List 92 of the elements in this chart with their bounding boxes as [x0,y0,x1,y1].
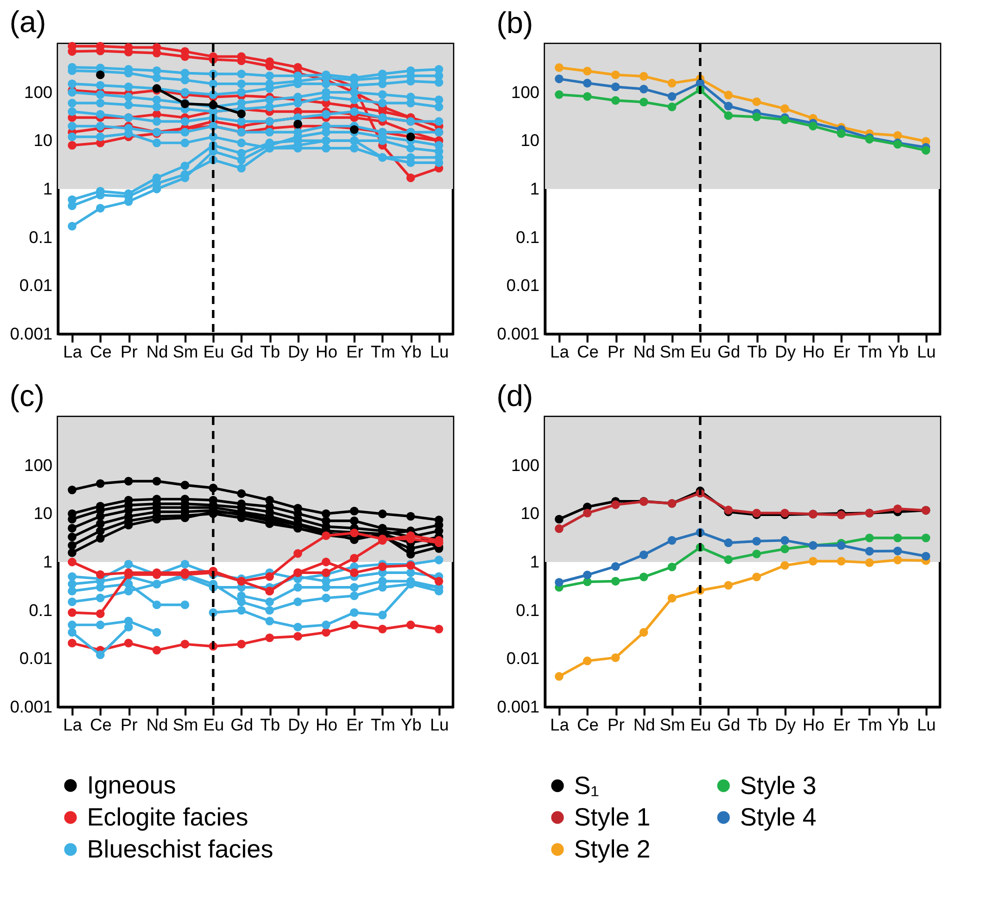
x-tick-label: Ce [90,716,112,734]
x-tick-label: Ho [802,342,824,362]
y-tick-label: 0.01 [19,276,52,296]
x-tick-label: Tm [370,342,396,362]
x-tick-label: Yb [400,716,422,734]
y-tick-label: 0.1 [516,228,540,247]
y-tick-label: 10 [34,131,52,150]
x-tick-label: Nd [146,342,168,362]
x-tick-label: Sm [660,716,686,734]
x-tick-label: Yb [888,342,909,362]
y-tick-label: 1 [43,552,52,572]
legend-label: Igneous [87,772,176,800]
legend-label: Blueschist facies [87,836,274,864]
y-tick-label: 0.1 [28,600,52,620]
y-tick-label: 1 [530,180,540,198]
x-tick-label: Gd [718,342,740,362]
x-tick-label: Nd [633,716,656,734]
y-tick-label: 0.01 [506,649,540,668]
legend-label: Style 3 [740,772,816,800]
chart-title: (c) [9,380,44,413]
legend-label: Style 4 [740,804,817,832]
x-tick-label: Eu [690,342,712,362]
x-tick-label: Ce [576,716,599,734]
y-tick-label: 0.01 [19,649,52,668]
y-tick-label: 1 [530,552,540,572]
x-tick-label: Dy [774,716,796,734]
x-tick-label: Lu [430,716,449,734]
x-tick-label: Sm [660,342,686,362]
x-tick-label: Nd [146,716,168,734]
x-tick-label: Eu [690,716,712,734]
chart-title: (a) [9,6,46,39]
x-tick-label: Tm [858,716,882,734]
legend-label: Eclogite facies [87,804,248,832]
y-tick-label: 0.1 [28,228,52,247]
x-tick-label: Yb [400,342,422,362]
x-tick-label: Tb [260,716,280,734]
x-tick-label: Er [833,342,851,362]
x-tick-label: Pr [608,342,625,362]
y-tick-label: 10 [34,504,52,524]
x-tick-label: Tb [260,342,280,362]
x-tick-label: Ho [316,716,338,734]
x-tick-label: Er [833,716,851,734]
x-tick-label: Gd [230,342,254,362]
x-tick-label: Lu [916,716,936,734]
x-tick-label: Sm [172,342,198,362]
x-tick-label: Sm [172,716,198,734]
x-tick-label: Dy [288,716,310,734]
x-tick-label: Er [346,342,364,362]
x-tick-label: Dy [774,342,796,362]
y-tick-label: 0.001 [496,698,540,716]
x-tick-label: Pr [120,342,138,362]
x-tick-label: Nd [633,342,656,362]
y-tick-label: 100 [511,82,540,102]
y-tick-label: 0.001 [10,324,52,344]
x-tick-label: Ho [316,342,338,362]
x-tick-label: Tb [747,342,768,362]
x-tick-label: La [63,716,83,734]
x-tick-label: Pr [608,716,625,734]
y-tick-label: 100 [24,456,52,475]
y-tick-label: 0.01 [506,276,540,296]
x-tick-label: La [550,716,570,734]
y-tick-label: 0.1 [516,600,540,620]
x-tick-label: La [63,342,83,362]
x-tick-label: Tm [370,716,396,734]
x-tick-label: Yb [888,716,909,734]
x-tick-label: Eu [203,716,224,734]
x-tick-label: Ce [90,342,112,362]
y-tick-label: 0.001 [10,698,52,716]
x-tick-label: Tb [747,716,768,734]
y-tick-label: 100 [24,82,52,102]
legend-label: S₁ [574,772,600,800]
x-tick-label: Gd [718,716,740,734]
x-tick-label: Eu [203,342,224,362]
y-tick-label: 1 [43,180,52,198]
x-tick-label: La [550,342,570,362]
chart-title: (d) [496,380,534,413]
y-tick-label: 0.001 [496,324,540,344]
legend-label: Style 2 [574,836,650,864]
x-tick-label: Er [346,716,364,734]
x-tick-label: Lu [430,342,449,362]
x-tick-label: Pr [120,716,138,734]
y-tick-label: 10 [520,131,540,150]
x-tick-label: Gd [230,716,254,734]
y-tick-label: 10 [520,504,540,524]
x-tick-label: Ho [802,716,824,734]
chart-title: (b) [496,6,534,40]
legend-label: Style 1 [574,804,650,832]
x-tick-label: Ce [576,342,599,362]
y-tick-label: 100 [511,456,540,475]
x-tick-label: Dy [288,342,310,362]
x-tick-label: Tm [858,342,882,362]
x-tick-label: Lu [916,342,936,362]
